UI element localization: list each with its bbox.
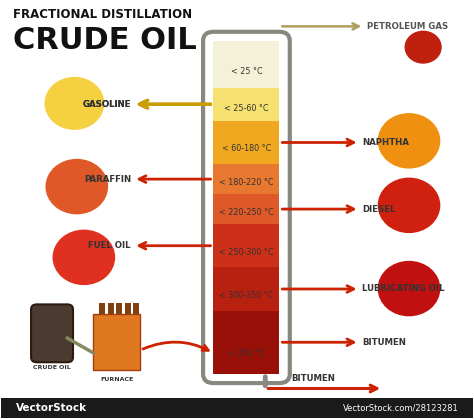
Text: < 180-220 °C: < 180-220 °C xyxy=(219,178,273,186)
Text: < 25 °C: < 25 °C xyxy=(231,67,262,76)
Text: VectorStock: VectorStock xyxy=(16,403,87,413)
FancyBboxPatch shape xyxy=(125,303,130,313)
FancyBboxPatch shape xyxy=(117,303,122,313)
Text: NAPHTHA: NAPHTHA xyxy=(362,138,409,147)
Bar xyxy=(213,164,279,194)
Bar xyxy=(213,41,279,88)
Text: LUBRICATING OIL: LUBRICATING OIL xyxy=(362,285,444,293)
Text: CRUDE OIL: CRUDE OIL xyxy=(33,365,71,370)
Text: PARAFFIN: PARAFFIN xyxy=(84,175,131,184)
FancyBboxPatch shape xyxy=(133,303,139,313)
FancyBboxPatch shape xyxy=(31,304,73,362)
Text: VectorStock.com/28123281: VectorStock.com/28123281 xyxy=(343,403,458,412)
FancyBboxPatch shape xyxy=(1,398,473,418)
Text: PETROLEUM GAS: PETROLEUM GAS xyxy=(366,22,448,31)
Text: GASOLINE: GASOLINE xyxy=(82,100,131,109)
FancyBboxPatch shape xyxy=(93,313,140,370)
Text: BITUMEN: BITUMEN xyxy=(291,374,335,383)
Text: CRUDE OIL: CRUDE OIL xyxy=(13,26,197,55)
Bar xyxy=(213,88,279,121)
Text: < 25-60 °C: < 25-60 °C xyxy=(224,103,269,113)
Circle shape xyxy=(378,261,439,316)
Text: < 300-350 °C: < 300-350 °C xyxy=(219,291,273,300)
Bar xyxy=(213,194,279,224)
Circle shape xyxy=(378,114,439,168)
Circle shape xyxy=(405,31,441,63)
Bar xyxy=(213,267,279,310)
Text: GASOLINE: GASOLINE xyxy=(82,100,131,109)
Text: DIESEL: DIESEL xyxy=(362,204,395,214)
Circle shape xyxy=(45,78,104,129)
FancyBboxPatch shape xyxy=(108,303,114,313)
Bar xyxy=(213,310,279,374)
Bar xyxy=(213,224,279,267)
Circle shape xyxy=(53,230,115,285)
Text: < 250-300 °C: < 250-300 °C xyxy=(219,248,273,256)
Text: < 60-180 °C: < 60-180 °C xyxy=(222,144,271,153)
Bar xyxy=(213,121,279,164)
Text: BITUMEN: BITUMEN xyxy=(362,338,406,347)
Text: < 220-250 °C: < 220-250 °C xyxy=(219,207,274,217)
Text: FURNACE: FURNACE xyxy=(100,377,134,382)
Text: < 350 °C: < 350 °C xyxy=(228,349,264,358)
Text: FUEL OIL: FUEL OIL xyxy=(89,241,131,250)
Circle shape xyxy=(378,178,439,233)
FancyBboxPatch shape xyxy=(100,303,105,313)
Text: FRACTIONAL DISTILLATION: FRACTIONAL DISTILLATION xyxy=(13,8,192,21)
Circle shape xyxy=(46,160,108,214)
